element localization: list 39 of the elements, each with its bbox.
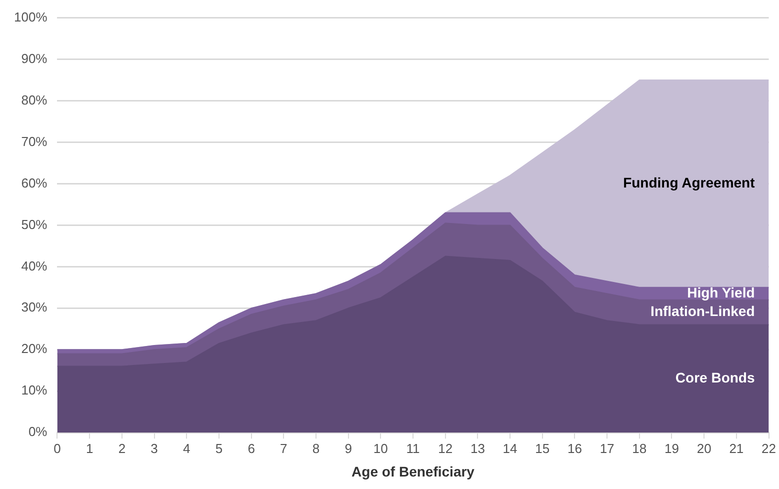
- series-label: Inflation-Linked: [650, 303, 755, 320]
- x-tick-label: 18: [632, 440, 647, 456]
- x-tick-label: 7: [280, 440, 288, 456]
- x-tick-label: 17: [600, 440, 614, 456]
- x-tick-label: 5: [215, 440, 223, 456]
- y-tick-label: 70%: [21, 134, 48, 149]
- x-tick-label: 4: [183, 440, 190, 456]
- x-tick-label: 20: [696, 440, 712, 456]
- x-tick-label: 15: [535, 440, 550, 456]
- x-tick-label: 3: [150, 440, 158, 456]
- x-tick-label: 16: [567, 440, 582, 456]
- x-tick-label: 6: [248, 440, 255, 456]
- y-tick-label: 50%: [21, 216, 48, 232]
- y-tick-label: 10%: [21, 382, 48, 398]
- y-tick-label: 40%: [21, 258, 48, 274]
- x-tick-label: 11: [406, 440, 420, 456]
- x-tick-label: 0: [54, 440, 61, 456]
- x-axis-title: Age of Beneficiary: [352, 463, 475, 480]
- series-label: Core Bonds: [675, 370, 755, 386]
- x-tick-label: 12: [438, 440, 453, 456]
- x-tick-label: 10: [373, 440, 388, 456]
- y-tick-label: 20%: [21, 341, 48, 356]
- y-tick-label: 60%: [21, 175, 48, 190]
- y-tick-label: 80%: [21, 92, 48, 108]
- y-tick-label: 90%: [21, 50, 48, 66]
- x-tick-label: 9: [344, 440, 352, 456]
- x-tick-label: 13: [470, 440, 485, 456]
- series-label: High Yield: [687, 284, 755, 300]
- y-tick-label: 100%: [14, 9, 48, 24]
- x-tick-label: 2: [118, 440, 126, 456]
- x-tick-label: 22: [762, 440, 776, 456]
- x-tick-label: 19: [664, 440, 679, 456]
- y-tick-label: 0%: [28, 424, 48, 440]
- y-tick-label: 30%: [21, 300, 48, 315]
- x-tick-label: 1: [86, 440, 94, 456]
- series-label: Funding Agreement: [623, 174, 756, 191]
- x-tick-label: 21: [729, 440, 744, 456]
- x-tick-label: 8: [312, 440, 320, 456]
- x-tick-label: 14: [502, 440, 518, 456]
